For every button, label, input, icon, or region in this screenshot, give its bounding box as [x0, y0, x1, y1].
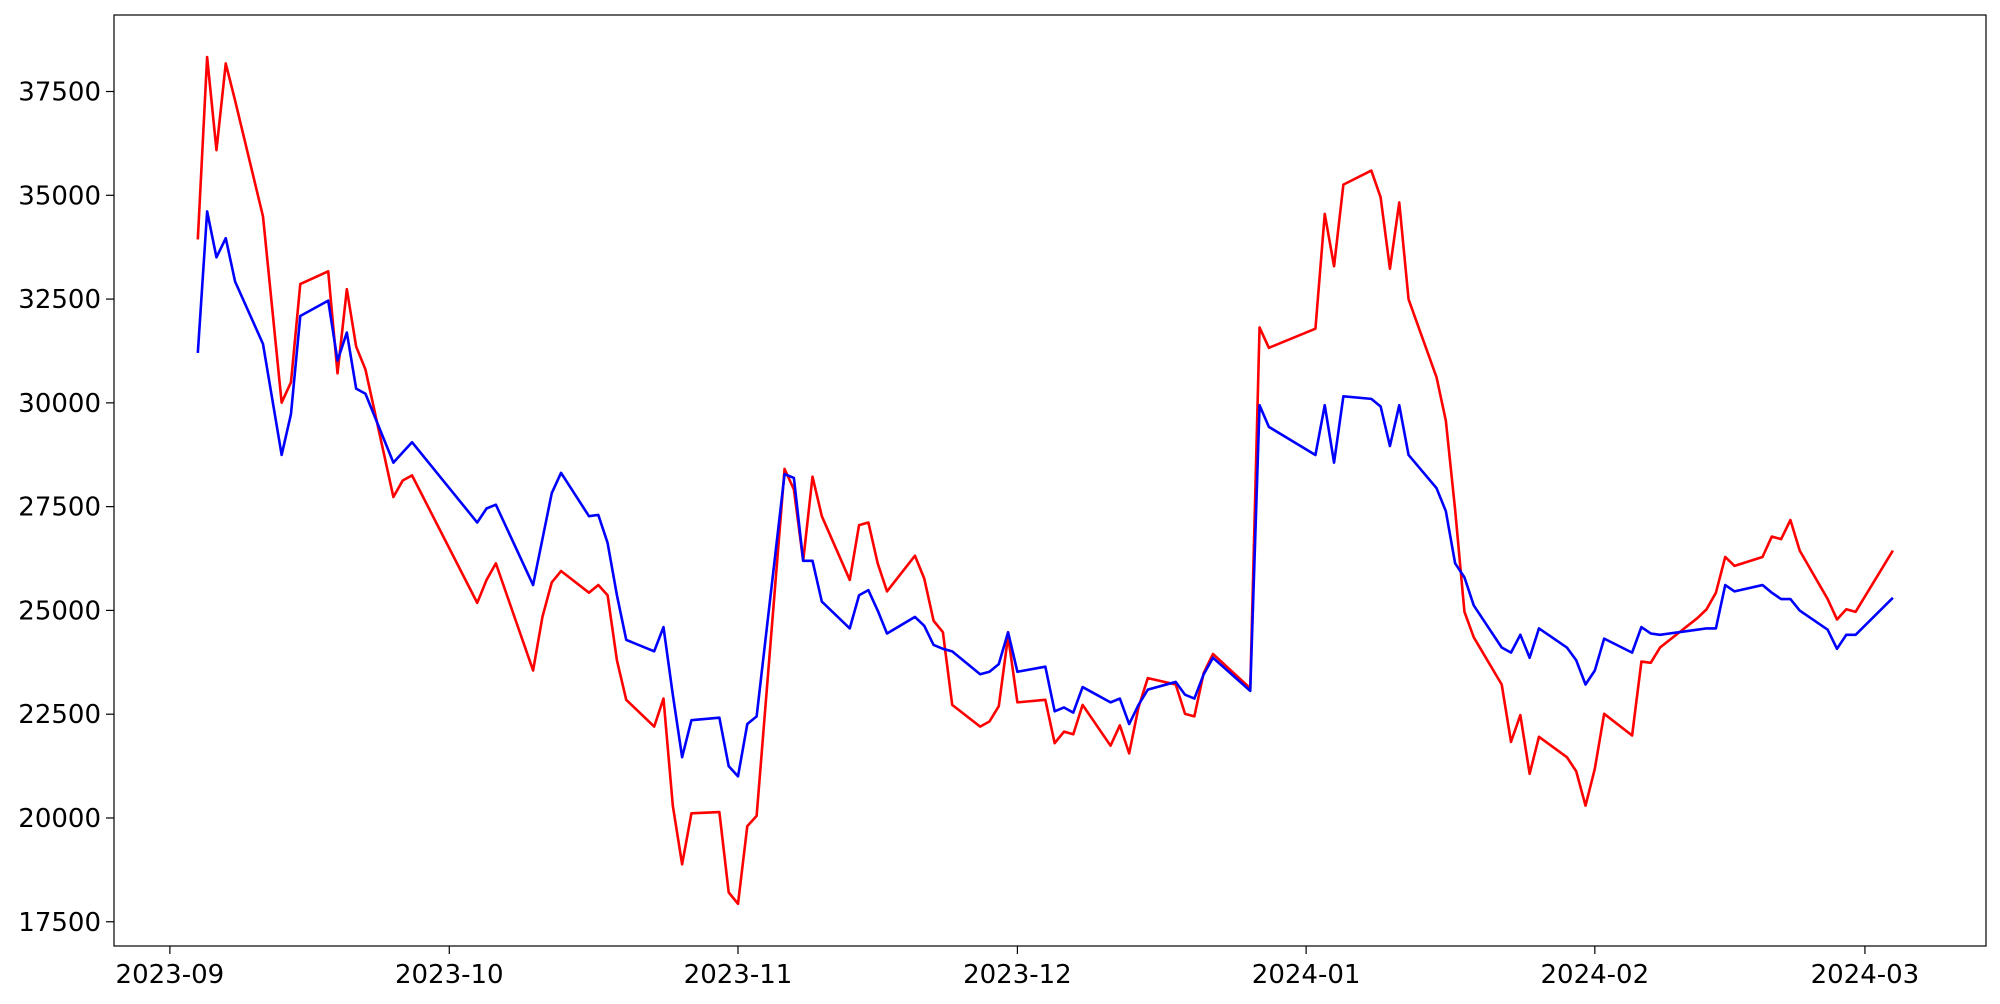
- y-tick-label: 30000: [18, 389, 101, 419]
- x-tick-label: 2024-02: [1541, 960, 1650, 990]
- series-line: [196, 55, 1894, 906]
- y-tick-label: 20000: [18, 804, 101, 834]
- x-tick-label: 2023-11: [684, 960, 793, 990]
- y-tick-label: 35000: [18, 181, 101, 211]
- series-line: [196, 210, 1894, 778]
- y-tick-label: 37500: [18, 78, 101, 108]
- x-tick-label: 2024-01: [1252, 960, 1361, 990]
- x-tick-label: 2024-03: [1811, 960, 1920, 990]
- x-tick-label: 2023-10: [395, 960, 504, 990]
- plot-frame: [113, 14, 1987, 947]
- y-tick-label: 25000: [18, 596, 101, 626]
- y-tick-label: 22500: [18, 700, 101, 730]
- y-tick-label: 17500: [18, 908, 101, 938]
- x-tick-label: 2023-09: [116, 960, 225, 990]
- x-tick-label: 2023-12: [963, 960, 1072, 990]
- y-tick-label: 27500: [18, 493, 101, 523]
- y-tick-label: 32500: [18, 285, 101, 315]
